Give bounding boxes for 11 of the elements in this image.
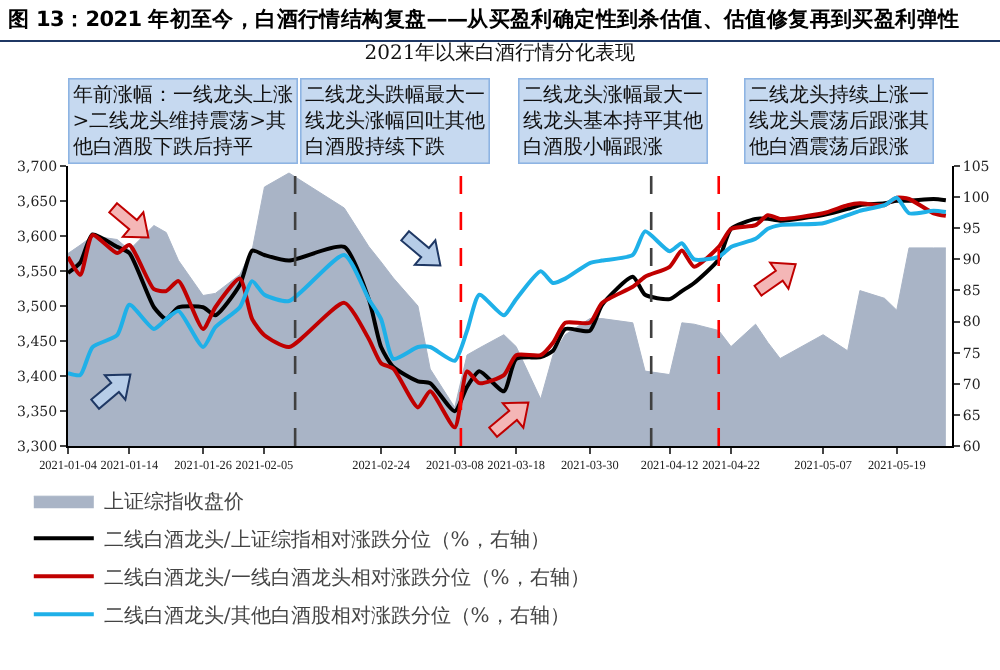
chart-title: 图 13：2021 年初至今，白酒行情结构复盘——从买盈利确定性到杀估值、估值修复再到买盈利弹性	[0, 0, 1000, 42]
text: 年前涨幅：一线龙头上涨>二线龙头维持震荡>其他白酒股下跌后持平	[72, 82, 293, 159]
chart-subtitle: 2021年以来白酒行情分化表现	[364, 41, 636, 66]
legend-label: 二线白酒龙头/一线白酒龙头相对涨跌分位（%，右轴）	[103, 566, 590, 590]
legend-label: 二线白酒龙头/其他白酒股相对涨跌分位（%，右轴）	[103, 604, 570, 628]
legend-label: 上证综指收盘价	[103, 490, 244, 514]
text: 二线龙头持续上涨一线龙头震荡后跟涨其他白酒震荡后跟涨	[748, 82, 929, 159]
text: 二线龙头涨幅最大一线龙头基本持平其他白酒股小幅跟涨	[522, 82, 703, 159]
text: 二线龙头跌幅最大一线龙头涨幅回吐其他白酒股持续下跌	[304, 82, 485, 159]
legend-label: 二线白酒龙头/上证综指相对涨跌分位（%，右轴）	[103, 528, 550, 552]
line-series	[68, 195, 948, 378]
